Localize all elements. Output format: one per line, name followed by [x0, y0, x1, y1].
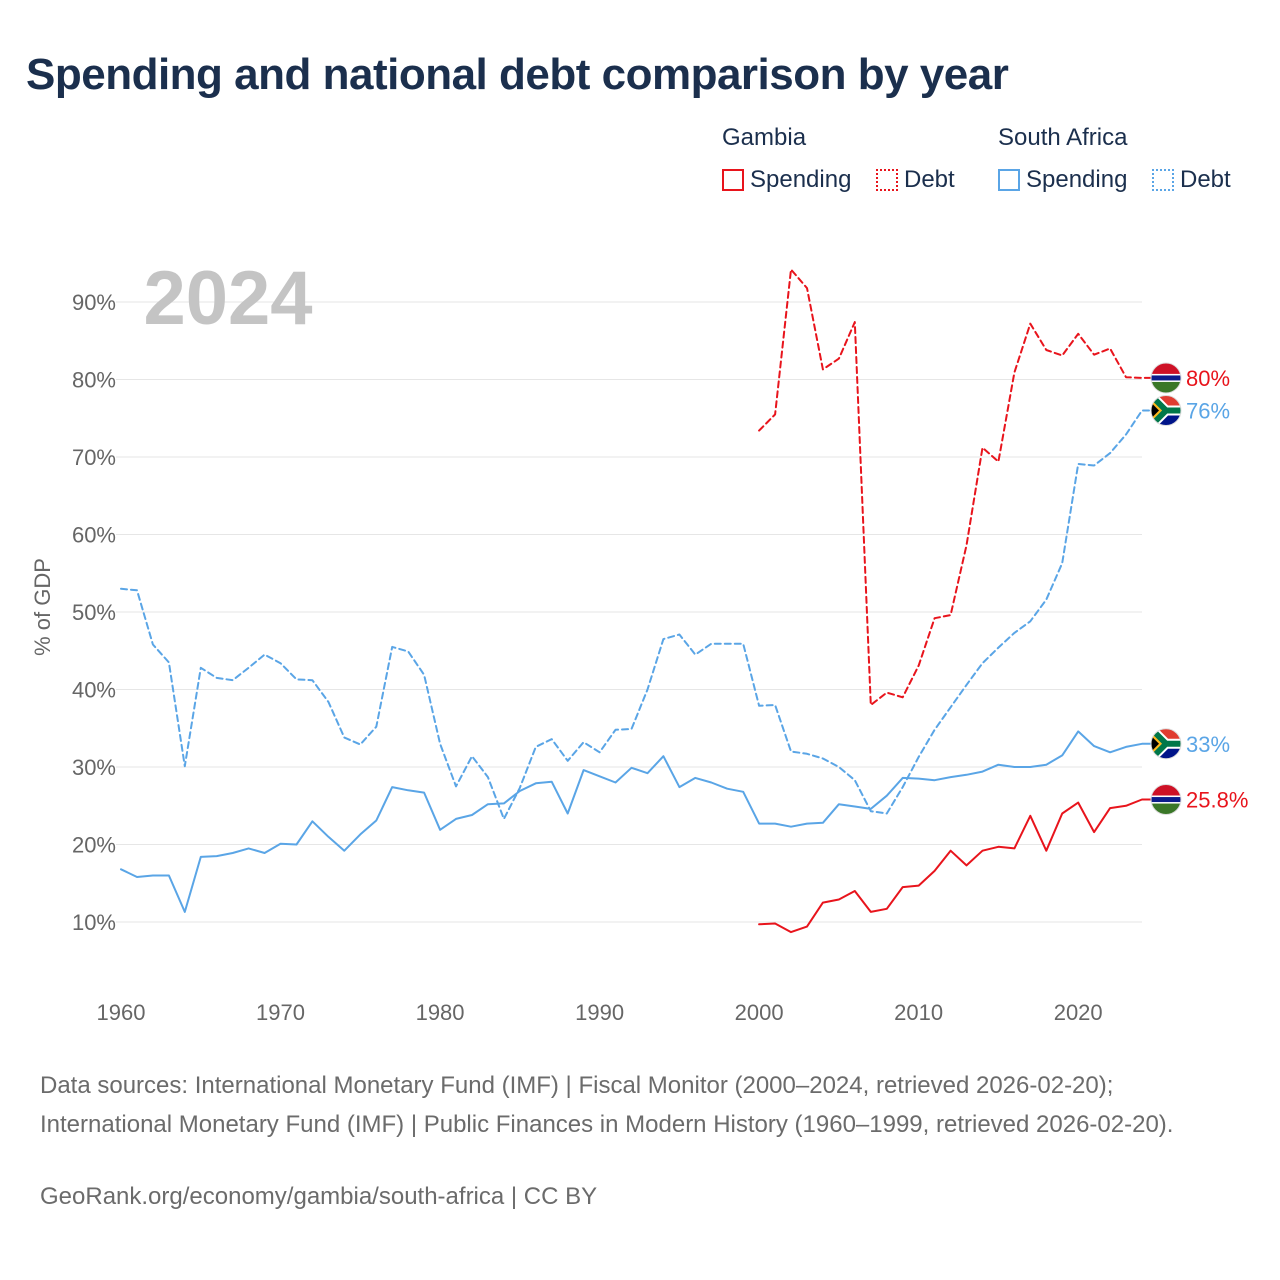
- legend-south-africa-spending[interactable]: Spending: [998, 166, 1127, 194]
- end-value-label: 25.8%: [1186, 788, 1248, 813]
- legend-swatch-dotted-icon: [1152, 169, 1174, 191]
- legend-gambia-debt[interactable]: Debt: [876, 166, 955, 194]
- data-sources: Data sources: International Monetary Fun…: [40, 1072, 1174, 1138]
- y-tick-label: 40%: [72, 678, 116, 703]
- legend-gambia-spending[interactable]: Spending: [722, 166, 851, 194]
- y-tick-label: 80%: [72, 368, 116, 393]
- x-tick-label: 2010: [894, 1000, 943, 1025]
- series-line-gambia-spending[interactable]: [758, 798, 1157, 934]
- legend-item-label: Debt: [1180, 166, 1231, 193]
- x-tick-label: 1960: [97, 1000, 146, 1025]
- y-tick-label: 60%: [72, 523, 116, 548]
- series-line-south-africa-debt[interactable]: [120, 409, 1157, 820]
- series-line-gambia-debt[interactable]: [758, 268, 1157, 706]
- legend-group-gambia: Gambia: [722, 124, 807, 151]
- legend-item-label: Spending: [1026, 166, 1128, 193]
- y-tick-label: 20%: [72, 833, 116, 858]
- flag-outline: [1150, 728, 1182, 760]
- gambia-flag-icon: [1151, 784, 1181, 815]
- chart-title: Spending and national debt comparison by…: [26, 50, 1009, 99]
- y-tick-label: 50%: [72, 600, 116, 625]
- legend-swatch-solid-icon: [998, 169, 1020, 191]
- x-tick-label: 2000: [735, 1000, 784, 1025]
- flag-outline: [1150, 362, 1182, 394]
- line-chart: 2024 % of GDP 10% 20% 30% 40% 50% 60% 70% 80% 90…: [30, 256, 1248, 1025]
- x-tick-label: 1980: [416, 1000, 465, 1025]
- end-value-label: 33%: [1186, 732, 1230, 757]
- south-africa-flag-icon: [1151, 395, 1181, 426]
- year-watermark: 2024: [143, 256, 312, 341]
- series-line-south-africa-spending[interactable]: [120, 730, 1157, 913]
- flag-outline: [1150, 395, 1182, 426]
- y-tick-label: 90%: [72, 290, 116, 315]
- end-value-label: 80%: [1186, 366, 1230, 391]
- y-tick-label: 70%: [72, 445, 116, 470]
- legend-item-label: Spending: [750, 166, 852, 193]
- legend-swatch-dotted-icon: [876, 169, 898, 191]
- end-value-label: 76%: [1186, 399, 1230, 424]
- legend-swatch-solid-icon: [722, 169, 744, 191]
- y-tick-label: 30%: [72, 755, 116, 780]
- flag-outline: [1150, 784, 1182, 816]
- y-axis-label: % of GDP: [30, 558, 55, 656]
- x-tick-label: 2020: [1054, 1000, 1103, 1025]
- credit-link[interactable]: GeoRank.org/economy/gambia/south-africa …: [40, 1183, 598, 1210]
- gambia-flag-icon: [1151, 362, 1181, 393]
- legend-group-south-africa: South Africa: [998, 124, 1128, 151]
- y-tick-label: 10%: [72, 910, 116, 935]
- legend-item-label: Debt: [904, 166, 955, 193]
- x-tick-label: 1970: [256, 1000, 305, 1025]
- legend-south-africa-debt[interactable]: Debt: [1152, 166, 1231, 194]
- x-tick-label: 1990: [575, 1000, 624, 1025]
